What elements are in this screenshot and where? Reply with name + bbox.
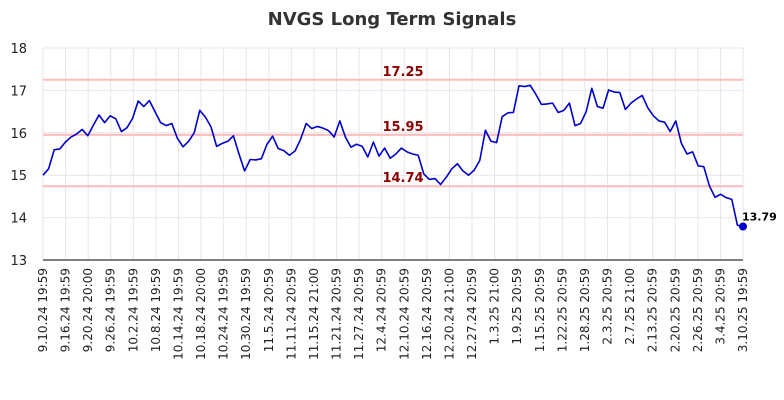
x-tick-label: 10.14.24 19:59	[171, 268, 185, 360]
y-tick-label: 16	[10, 127, 27, 142]
reference-line-label: 15.95	[382, 120, 423, 135]
reference-line-label: 14.74	[382, 171, 423, 186]
y-tick-label: 18	[10, 42, 27, 57]
y-tick-label: 13	[10, 254, 27, 269]
x-tick-label: 12.16.24 20:59	[420, 268, 434, 360]
x-tick-label: 1.28.25 20:59	[578, 268, 592, 352]
x-tick-label: 9.20.24 20:00	[81, 268, 95, 352]
x-tick-label: 1.3.25 21:00	[488, 268, 502, 345]
y-tick-labels: 13 14 15 16 17 18	[10, 42, 27, 269]
x-tick-label: 11.27.24 20:59	[352, 268, 366, 360]
x-tick-label: 12.20.24 21:00	[442, 268, 456, 360]
x-tick-label: 9.10.24 19:59	[36, 268, 50, 352]
last-value-label: 13.79	[742, 211, 777, 224]
last-point-marker	[739, 222, 747, 231]
y-tick-label: 14	[10, 212, 27, 227]
x-tick-label: 3.10.25 19:59	[736, 268, 750, 352]
x-tick-label: 10.18.24 20:00	[194, 268, 208, 360]
x-tick-label: 9.16.24 19:59	[59, 268, 73, 352]
x-tick-label: 9.26.24 19:59	[104, 268, 118, 352]
x-tick-label: 10.2.24 19:59	[126, 268, 140, 352]
x-tick-label: 12.4.24 20:59	[375, 268, 389, 352]
series-line	[42, 84, 744, 228]
x-tick-label: 2.7.25 21:00	[623, 268, 637, 345]
x-tick-label: 2.3.25 20:59	[601, 268, 615, 345]
chart-title: NVGS Long Term Signals	[268, 9, 517, 30]
x-tick-label: 11.21.24 20:59	[330, 268, 344, 360]
x-tick-label: 11.5.24 20:59	[262, 268, 276, 352]
y-tick-label: 17	[10, 84, 27, 99]
reference-line-label: 17.25	[382, 65, 423, 80]
x-tick-label: 11.11.24 20:59	[284, 268, 298, 360]
x-tick-label: 3.4.25 20:59	[713, 268, 727, 345]
x-tick-label: 2.26.25 20:59	[691, 268, 705, 352]
x-tick-label: 10.24.24 19:59	[217, 268, 231, 360]
reference-lines: 17.25 15.95 14.74	[43, 65, 743, 188]
x-tick-label: 1.22.25 20:59	[555, 268, 569, 352]
x-tick-label: 10.30.24 19:59	[239, 268, 253, 360]
x-tick-label: 11.15.24 21:00	[307, 268, 321, 360]
y-tick-label: 15	[10, 169, 27, 184]
series: 13.79	[42, 84, 777, 231]
x-tick-label: 2.20.25 20:59	[668, 268, 682, 352]
x-tick-label: 12.10.24 20:59	[397, 268, 411, 360]
x-tick-label: 2.13.25 20:59	[646, 268, 660, 352]
x-tick-label: 10.8.24 19:59	[149, 268, 163, 352]
x-tick-label: 12.27.24 20:59	[465, 268, 479, 360]
x-tick-label: 1.9.25 20:59	[510, 268, 524, 345]
x-tick-labels: 9.10.24 19:59 9.16.24 19:59 9.20.24 20:00 9…	[36, 268, 750, 360]
x-tick-label: 1.15.25 20:59	[533, 268, 547, 352]
